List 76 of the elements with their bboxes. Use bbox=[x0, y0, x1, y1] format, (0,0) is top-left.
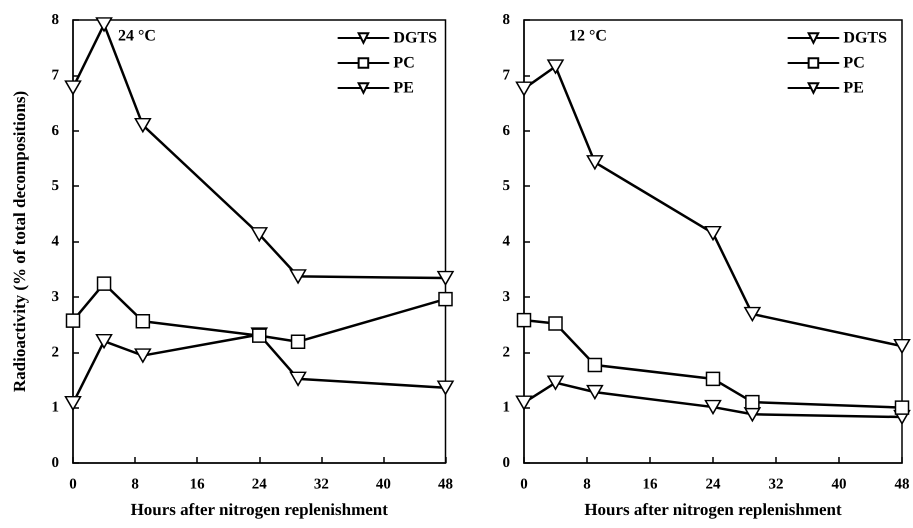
point bbox=[437, 270, 454, 286]
point bbox=[290, 269, 306, 284]
legend-label: PC bbox=[393, 54, 415, 72]
y-axis-title: Radioactivity (% of total decompositions) bbox=[10, 90, 29, 392]
y-tick-label: 7 bbox=[52, 67, 60, 84]
y-tick-label: 0 bbox=[502, 455, 510, 471]
y-tick-label: 2 bbox=[52, 344, 59, 360]
x-axis-title: Hours after nitrogen replenishment bbox=[130, 500, 388, 519]
x-tick-label: 48 bbox=[438, 476, 453, 492]
y-tick-label: 1 bbox=[502, 400, 510, 416]
point bbox=[744, 306, 761, 322]
y-tick-label: 8 bbox=[502, 12, 510, 28]
y-tick-label: 1 bbox=[52, 400, 59, 416]
x-tick-label: 8 bbox=[583, 476, 591, 492]
y-tick-label: 3 bbox=[52, 288, 59, 305]
legend-label: PC bbox=[843, 54, 865, 72]
point bbox=[252, 328, 266, 343]
point bbox=[516, 395, 532, 410]
point bbox=[134, 118, 152, 132]
point bbox=[66, 313, 80, 328]
point bbox=[96, 17, 112, 32]
point bbox=[894, 338, 910, 354]
x-tick-label: 48 bbox=[894, 476, 910, 492]
point bbox=[894, 400, 910, 415]
point bbox=[134, 348, 152, 363]
x-tick-label: 0 bbox=[520, 476, 528, 492]
y-tick-label: 5 bbox=[502, 178, 510, 194]
point bbox=[290, 334, 306, 349]
point bbox=[588, 358, 602, 372]
legend-label: DGTS bbox=[843, 30, 888, 46]
x-tick-label: 40 bbox=[832, 476, 846, 492]
x-tick-label: 0 bbox=[69, 476, 77, 492]
point bbox=[586, 384, 604, 400]
y-tick-label: 6 bbox=[52, 122, 60, 139]
point bbox=[437, 380, 454, 395]
point bbox=[704, 400, 722, 414]
point bbox=[251, 227, 268, 242]
annotation: 24 °C bbox=[118, 28, 156, 44]
point bbox=[586, 155, 604, 170]
annotation: 12 °C bbox=[569, 28, 607, 44]
y-tick-label: 7 bbox=[502, 67, 510, 84]
point bbox=[745, 394, 760, 410]
y-tick-label: 0 bbox=[52, 455, 59, 471]
y-tick-label: 8 bbox=[52, 12, 59, 28]
x-tick-label: 32 bbox=[768, 476, 784, 492]
point bbox=[64, 396, 82, 410]
point bbox=[290, 372, 306, 386]
x-tick-label: 40 bbox=[376, 476, 391, 492]
legend-label: PE bbox=[843, 80, 864, 96]
x-tick-label: 16 bbox=[190, 476, 206, 492]
y-tick-label: 2 bbox=[502, 344, 510, 360]
point bbox=[516, 81, 532, 96]
point bbox=[547, 59, 564, 74]
y-tick-label: 6 bbox=[502, 122, 510, 139]
x-tick-label: 16 bbox=[642, 476, 658, 492]
x-tick-label: 24 bbox=[706, 476, 721, 492]
point bbox=[96, 276, 112, 291]
y-tick-label: 5 bbox=[52, 178, 59, 194]
y-tick-label: 3 bbox=[502, 288, 510, 305]
x-tick-label: 24 bbox=[252, 476, 268, 492]
legend-label: DGTS bbox=[393, 30, 438, 46]
legend-label: PE bbox=[393, 80, 414, 96]
point bbox=[547, 375, 564, 390]
y-tick-label: 4 bbox=[52, 234, 60, 250]
point bbox=[136, 314, 150, 328]
point bbox=[706, 372, 720, 386]
point bbox=[64, 80, 82, 95]
x-axis-title: Hours after nitrogen replenishment bbox=[584, 500, 842, 519]
x-tick-label: 32 bbox=[314, 476, 329, 492]
point bbox=[516, 312, 532, 328]
x-tick-label: 8 bbox=[131, 476, 139, 492]
y-tick-label: 4 bbox=[502, 234, 510, 250]
point bbox=[438, 292, 453, 306]
point bbox=[96, 334, 112, 348]
point bbox=[704, 226, 722, 240]
point bbox=[548, 316, 563, 331]
